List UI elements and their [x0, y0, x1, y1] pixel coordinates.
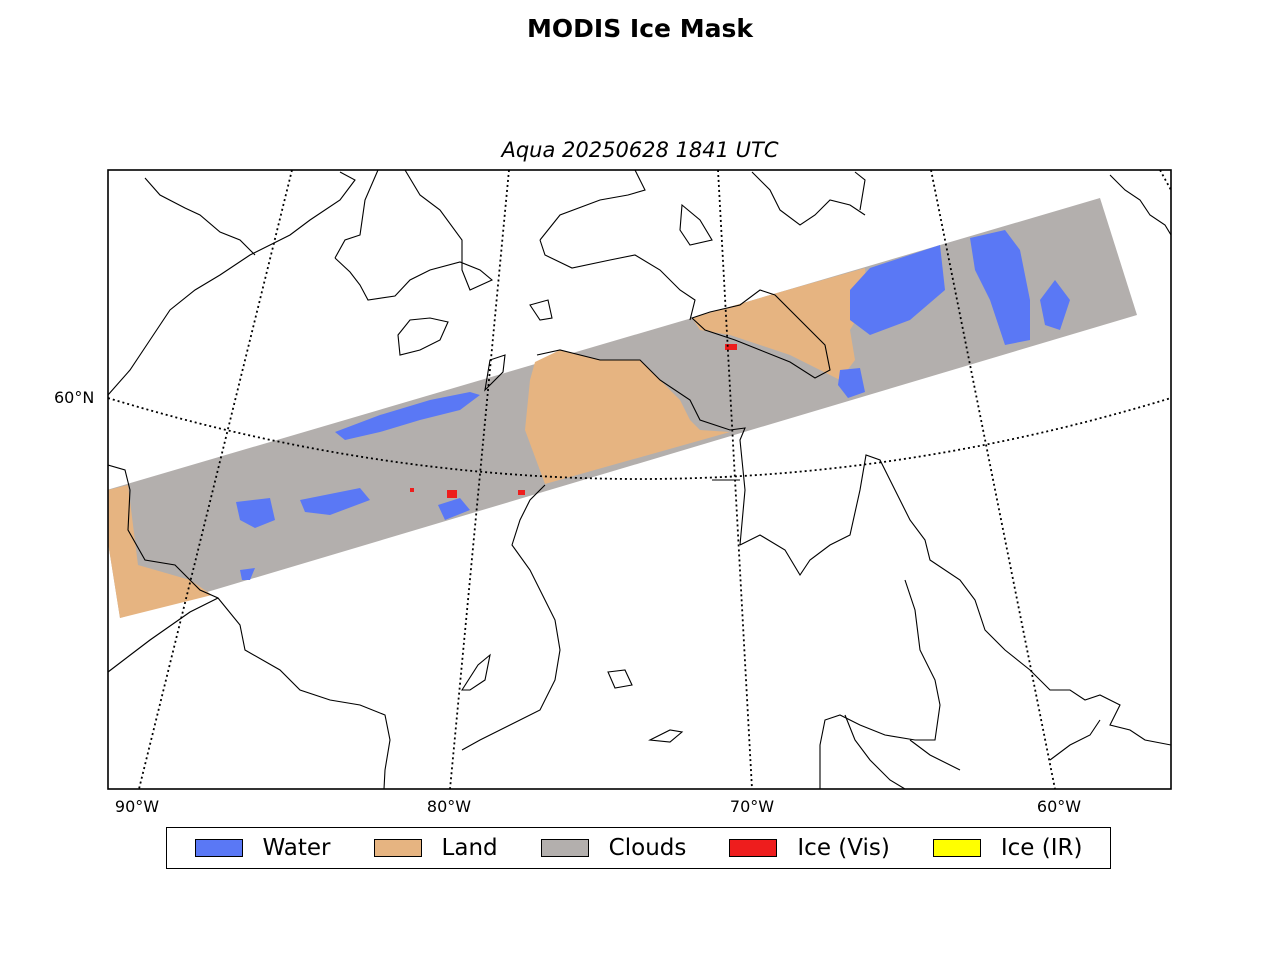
swath-land-ungava	[525, 350, 730, 484]
ice-speck-3	[410, 488, 414, 492]
water-patch-7	[970, 230, 1030, 345]
water-patch-2	[236, 498, 275, 528]
legend-swatch-ice-ir	[932, 839, 981, 857]
legend-label-ice-vis: Ice (Vis)	[797, 835, 890, 861]
map-title: MODIS Ice Mask	[527, 14, 753, 43]
water-patch-5	[240, 568, 255, 580]
legend-item-ice-ir: Ice (IR)	[932, 835, 1083, 861]
lon-label-60w: 60°W	[1036, 797, 1082, 816]
ice-speck-2	[518, 490, 525, 495]
water-patch-1	[335, 392, 480, 440]
political-border	[108, 597, 219, 673]
water-patch-6	[850, 245, 945, 335]
legend-swatch-land	[373, 839, 422, 857]
legend-swatch-ice-vis	[729, 839, 778, 857]
lon-label-80w: 80°W	[426, 797, 472, 816]
map-frame	[107, 169, 1172, 790]
ice-speck-4	[725, 344, 737, 350]
legend-label-ice-ir: Ice (IR)	[1000, 835, 1083, 861]
legend-label-land: Land	[441, 835, 498, 861]
legend-label-clouds: Clouds	[608, 835, 687, 861]
legend-item-land: Land	[373, 835, 498, 861]
legend-item-ice-vis: Ice (Vis)	[729, 835, 890, 861]
water-patch-8	[838, 368, 865, 398]
lon-label-70w: 70°W	[729, 797, 775, 816]
ice-speck-1	[447, 490, 457, 498]
legend: Water Land Clouds Ice (Vis) Ice (IR)	[166, 827, 1111, 869]
legend-swatch-clouds	[540, 839, 589, 857]
legend-label-water: Water	[262, 835, 331, 861]
lon-label-90w: 90°W	[114, 797, 160, 816]
water-patch-3	[300, 488, 370, 515]
graticule	[108, 170, 1171, 789]
legend-swatch-water	[194, 839, 243, 857]
coastlines	[108, 170, 1171, 789]
swath-land-west	[108, 485, 212, 618]
water-patch-9	[1040, 280, 1070, 330]
legend-item-clouds: Clouds	[540, 835, 687, 861]
lat-label-60n: 60°N	[54, 388, 95, 407]
map-subtitle: Aqua 20250628 1841 UTC	[501, 138, 779, 162]
swath-land-baffin	[692, 268, 868, 380]
legend-item-water: Water	[194, 835, 331, 861]
water-patch-4	[438, 498, 470, 520]
